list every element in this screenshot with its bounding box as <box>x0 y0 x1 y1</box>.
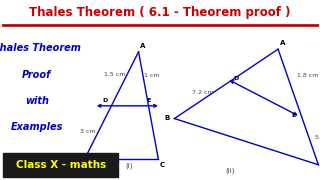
Text: 1.8 cm: 1.8 cm <box>297 73 318 78</box>
Text: B: B <box>164 115 170 121</box>
Text: Proof: Proof <box>22 71 52 80</box>
Text: C: C <box>160 162 165 168</box>
Text: 1.5 cm: 1.5 cm <box>104 72 125 77</box>
Text: (ii): (ii) <box>226 167 235 174</box>
Text: with: with <box>25 96 49 106</box>
Text: Class X - maths: Class X - maths <box>16 160 106 170</box>
Bar <box>3 153 118 177</box>
Text: (i): (i) <box>126 163 133 169</box>
Text: D: D <box>234 76 239 81</box>
Text: Examples: Examples <box>11 122 63 132</box>
Text: 3 cm: 3 cm <box>80 129 96 134</box>
Text: E: E <box>146 98 150 103</box>
Text: 5.4 cm: 5.4 cm <box>315 135 320 140</box>
Text: A: A <box>140 43 146 49</box>
Text: 1 cm: 1 cm <box>144 73 160 78</box>
Text: 7.2 cm: 7.2 cm <box>192 90 214 95</box>
Text: E: E <box>291 113 295 118</box>
Text: A: A <box>280 40 285 46</box>
Text: B: B <box>77 162 83 168</box>
Text: Thales Theorem: Thales Theorem <box>0 43 81 53</box>
Text: Thales Theorem ( 6.1 - Theorem proof ): Thales Theorem ( 6.1 - Theorem proof ) <box>29 6 291 19</box>
Text: D: D <box>102 98 107 103</box>
